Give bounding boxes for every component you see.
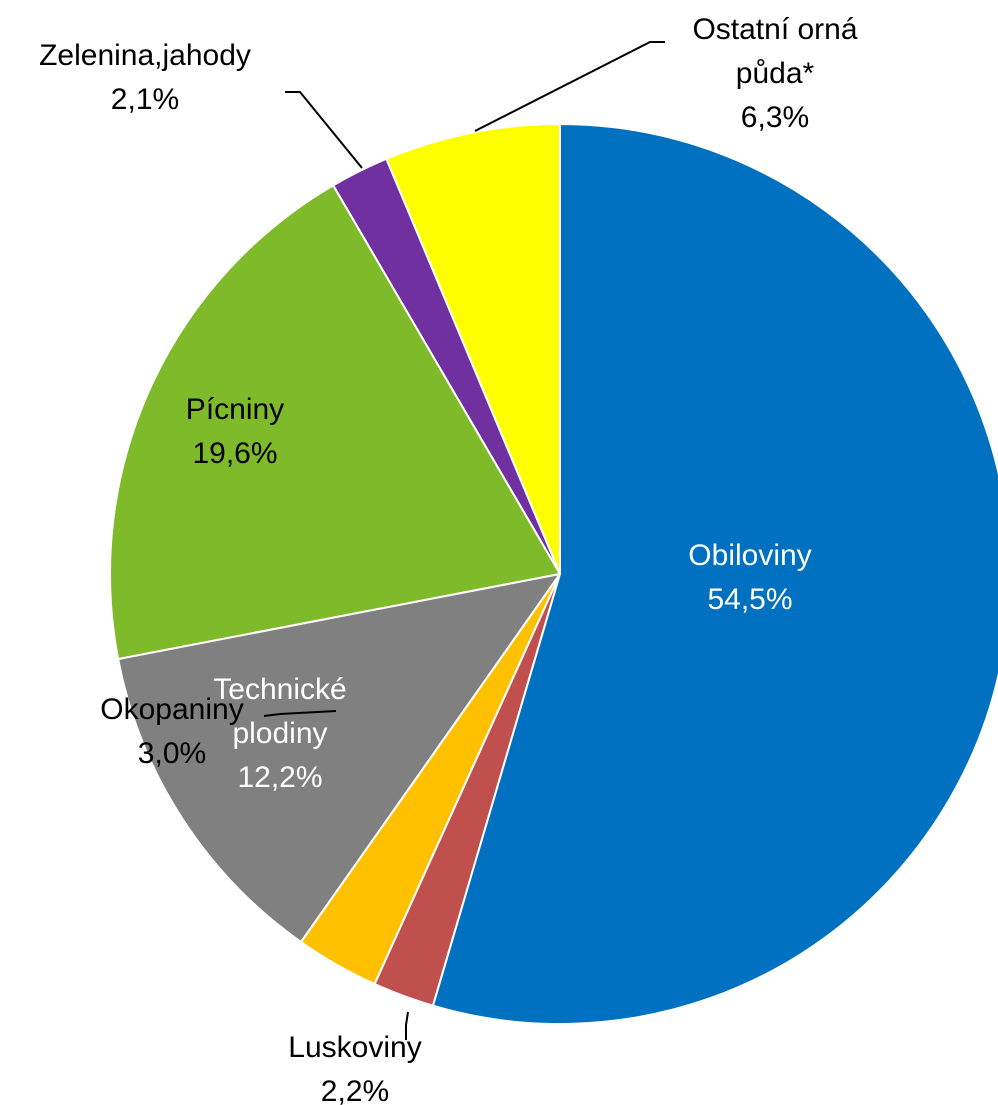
category-label: Pícniny	[185, 393, 285, 426]
value-label: 19,6%	[192, 437, 278, 470]
value-label: 2,1%	[110, 83, 180, 116]
category-label: Ostatní orná půda*	[692, 13, 858, 90]
value-label: 6,3%	[740, 101, 810, 134]
slice-label: Luskoviny 2,2%	[288, 1026, 421, 1105]
category-label: Obiloviny	[688, 539, 812, 572]
leader-line	[405, 1011, 409, 1040]
leader-line	[285, 91, 363, 169]
leader-line	[474, 41, 665, 132]
slice-label: Zelenina,jahody 2,1%	[39, 34, 251, 122]
category-label: Technické plodiny	[213, 673, 347, 750]
pie-slice	[109, 183, 562, 661]
slice-label: Ostatní orná půda* 6,3%	[660, 8, 890, 140]
category-label: Zelenina,jahody	[39, 39, 251, 72]
pie-slice	[431, 122, 998, 1025]
slice-label: Pícniny 19,6%	[186, 388, 284, 476]
value-label: 12,2%	[237, 761, 323, 794]
value-label: 54,5%	[707, 583, 793, 616]
slice-label: Okopaniny 3,0%	[100, 688, 243, 776]
value-label: 2,2%	[320, 1075, 390, 1105]
leader-line	[263, 710, 337, 717]
slice-label: Obiloviny 54,5%	[688, 534, 811, 622]
pie-slice	[385, 122, 561, 575]
pie-slice	[116, 572, 563, 944]
category-label: Okopaniny	[100, 693, 244, 726]
value-label: 3,0%	[137, 737, 207, 770]
slice-label: Technické plodiny 12,2%	[185, 668, 375, 800]
category-label: Luskoviny	[288, 1031, 422, 1064]
